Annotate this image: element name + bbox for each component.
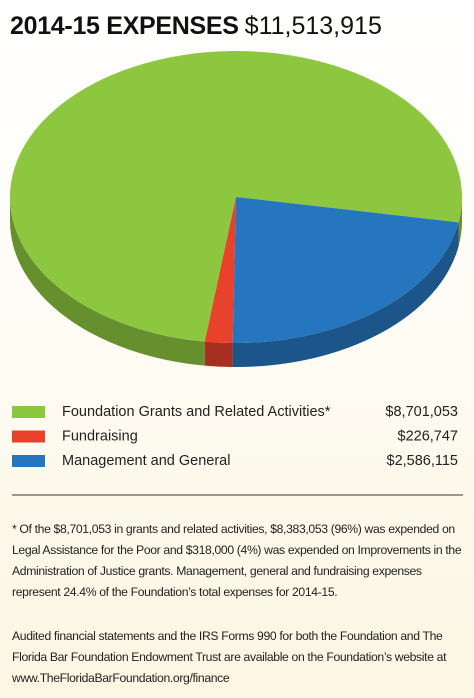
footnote: * Of the $8,701,053 in grants and relate…: [12, 522, 462, 599]
chart-title: 2014-15 EXPENSES: [10, 12, 239, 40]
value-label: $8,701,053: [385, 404, 458, 420]
legend-label: Foundation Grants and Related Activities…: [62, 404, 331, 420]
legend-label: Fundraising: [62, 428, 138, 444]
pie-slice: [232, 197, 459, 344]
value-label: $226,747: [398, 428, 458, 444]
pie-side: [458, 197, 462, 247]
footnote: Audited financial statements and the IRS…: [12, 629, 447, 685]
legend-swatch: [12, 406, 45, 418]
legend-label: Management and General: [62, 453, 230, 469]
pie-side: [204, 341, 233, 367]
pie-slice: [204, 197, 236, 343]
legend-swatch: [12, 455, 45, 467]
pie-slice: [10, 51, 462, 342]
pie-side: [10, 197, 205, 366]
legend-swatch: [12, 430, 45, 443]
value-label: $2,586,115: [387, 453, 459, 469]
total: $11,513,915: [244, 12, 382, 40]
title-block: 2014-15 EXPENSES $11,513,915: [10, 12, 382, 41]
pie-side: [232, 222, 459, 368]
